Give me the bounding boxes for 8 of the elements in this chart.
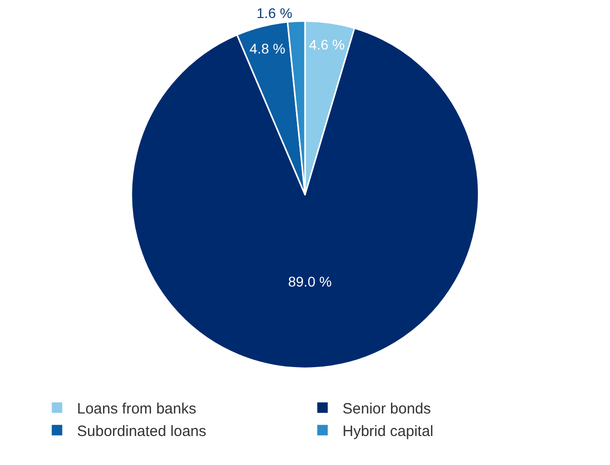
legend-label: Subordinated loans [77, 422, 206, 440]
legend-label: Loans from banks [77, 400, 196, 418]
data-label: 1.6 % [256, 5, 292, 22]
data-label: 89.0 % [288, 273, 332, 290]
data-label: 4.8 % [250, 40, 286, 56]
legend-label: Hybrid capital [342, 422, 434, 440]
data-label: 4.6 % [308, 36, 345, 52]
legend-label: Senior bonds [342, 400, 431, 418]
